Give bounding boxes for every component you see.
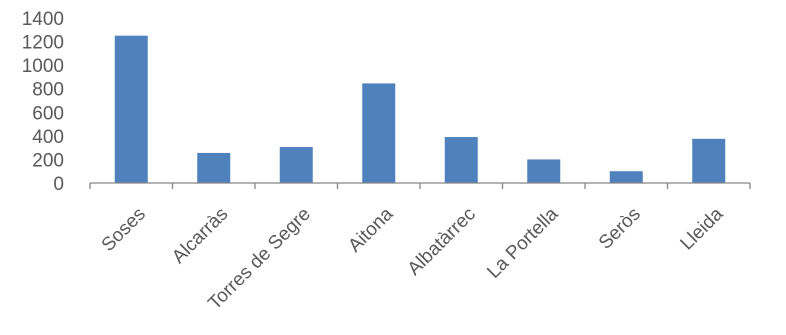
bar <box>362 83 396 183</box>
bar <box>527 159 561 183</box>
y-tick-label: 1000 <box>22 56 64 77</box>
y-tick-label: 1400 <box>22 9 64 30</box>
y-tick-label: 200 <box>32 150 64 171</box>
x-axis <box>89 182 751 189</box>
y-tick-label: 800 <box>32 80 64 101</box>
bar <box>609 171 643 183</box>
x-category-label: Soses <box>98 204 150 256</box>
bar <box>279 147 313 183</box>
bar <box>444 137 478 183</box>
x-category-label: Alcarràs <box>168 204 232 268</box>
bar <box>197 152 231 183</box>
y-tick-label: 600 <box>32 103 64 124</box>
x-category-label: Aitona <box>344 203 397 256</box>
x-category-label: Albatàrrec <box>404 204 480 280</box>
y-tick-label: 1200 <box>22 33 64 54</box>
x-category-label: Seròs <box>595 204 645 254</box>
y-tick-label: 400 <box>32 127 64 148</box>
x-category-label: La Portella <box>483 203 562 282</box>
x-category-label: Lleida <box>677 203 728 254</box>
y-tick-label: 0 <box>53 174 64 195</box>
bar <box>114 35 148 183</box>
bar <box>692 138 726 183</box>
bars <box>114 35 726 183</box>
